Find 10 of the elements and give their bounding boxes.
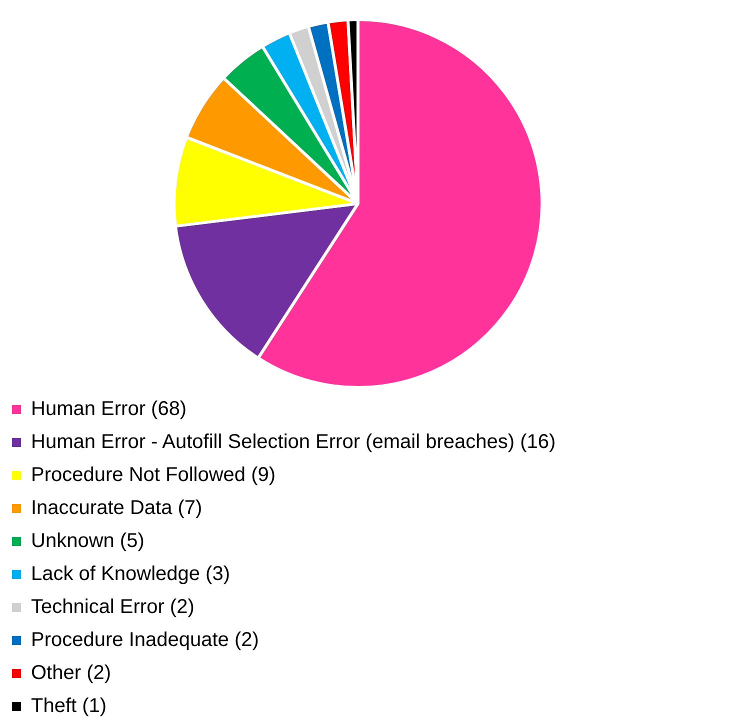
- legend-label: Human Error (68): [31, 398, 187, 421]
- legend-label: Technical Error (2): [31, 596, 194, 619]
- legend-label: Theft (1): [31, 695, 107, 717]
- legend-label: Procedure Not Followed (9): [31, 464, 276, 487]
- legend-label: Inaccurate Data (7): [31, 497, 202, 520]
- legend-label: Lack of Knowledge (3): [31, 563, 230, 586]
- legend-label: Unknown (5): [31, 530, 144, 553]
- legend-label: Other (2): [31, 662, 112, 685]
- legend-label: Human Error - Autofill Selection Error (email breaches) (16): [31, 431, 556, 454]
- legend-label: Procedure Inadequate (2): [31, 629, 259, 652]
